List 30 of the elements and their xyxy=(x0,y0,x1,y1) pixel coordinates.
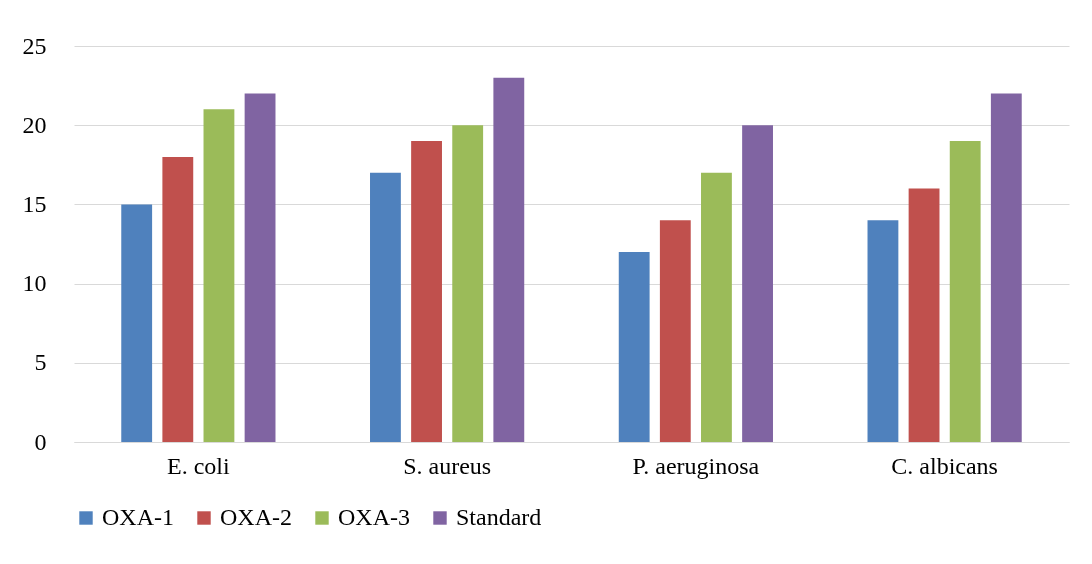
y-tick-label: 25 xyxy=(22,32,47,59)
bar xyxy=(701,172,732,442)
y-tick-label: 20 xyxy=(22,111,47,138)
y-tick-label: 0 xyxy=(34,428,47,455)
x-tick-label: P. aeruginosa xyxy=(632,452,760,479)
bar xyxy=(162,156,194,442)
bar xyxy=(659,220,691,442)
y-tick-label: 10 xyxy=(22,270,47,297)
bar xyxy=(949,141,981,442)
bar xyxy=(370,172,401,442)
bar xyxy=(203,109,235,442)
legend-label: OXA-1 xyxy=(102,504,174,530)
bar xyxy=(990,93,1022,442)
legend-label: Standard xyxy=(456,504,542,530)
bar xyxy=(493,77,525,442)
bar xyxy=(121,204,153,442)
bar xyxy=(867,220,899,442)
bar xyxy=(244,93,276,442)
bar xyxy=(908,188,940,442)
x-tick-label: C. albicans xyxy=(891,452,998,479)
legend-label: OXA-2 xyxy=(220,504,292,530)
y-tick-label: 15 xyxy=(22,190,47,217)
bar xyxy=(742,125,773,442)
y-tick-label: 5 xyxy=(34,349,47,376)
bar xyxy=(452,125,484,442)
x-tick-label: E. coli xyxy=(167,452,231,479)
bar xyxy=(411,141,442,442)
bar xyxy=(618,251,650,442)
legend-label: OXA-3 xyxy=(338,504,410,530)
x-tick-label: S. aureus xyxy=(403,452,492,479)
